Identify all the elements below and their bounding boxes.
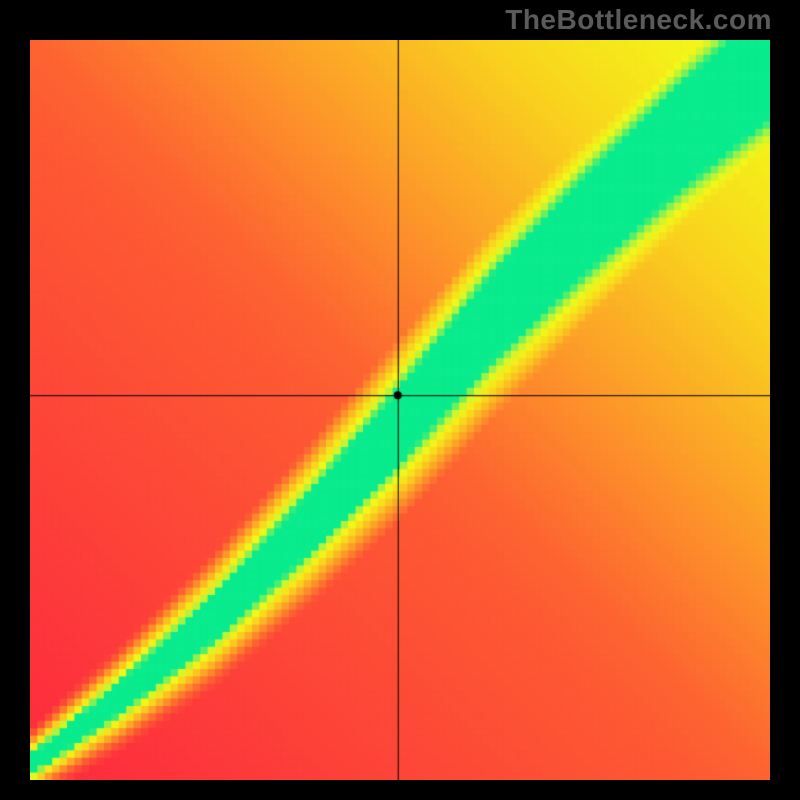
- bottleneck-heatmap: [30, 40, 770, 780]
- chart-frame: TheBottleneck.com: [0, 0, 800, 800]
- watermark-text: TheBottleneck.com: [505, 4, 772, 36]
